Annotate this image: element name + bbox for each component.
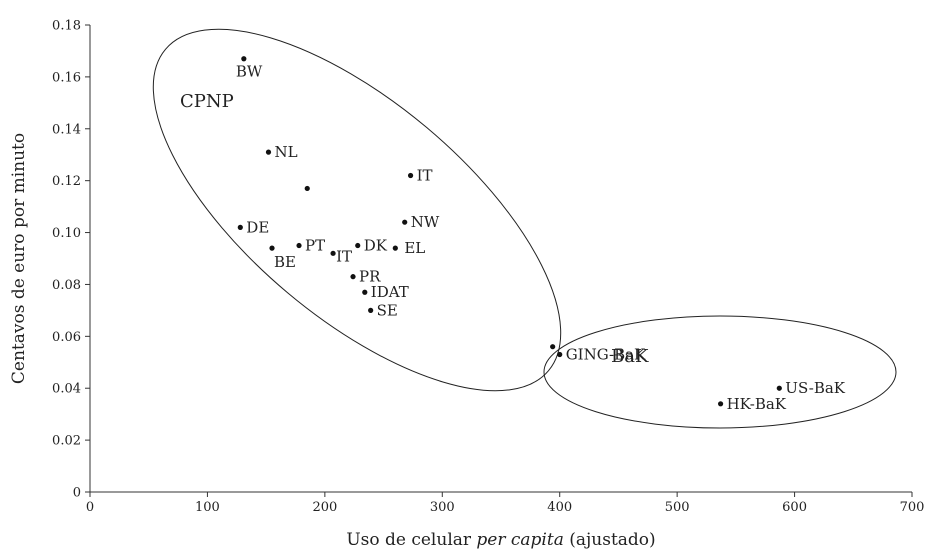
data-point-hk-bak xyxy=(717,401,724,407)
y-tick-label: 0.02 xyxy=(52,434,81,449)
point-label: IT xyxy=(336,247,352,265)
point-label: US-BaK xyxy=(785,379,846,397)
data-point-it xyxy=(407,172,414,179)
data-point xyxy=(550,344,556,350)
point-label: NL xyxy=(274,143,297,161)
x-axis: 0 100 200 300 400 500 600 700 xyxy=(86,491,925,515)
x-tick-label: 400 xyxy=(547,500,572,515)
data-point xyxy=(304,185,310,192)
x-tick-label: 0 xyxy=(86,500,94,515)
y-tick-label: 0.18 xyxy=(52,19,81,34)
x-axis-title-main: Uso de celular xyxy=(346,530,476,550)
point-label: EL xyxy=(404,239,425,257)
x-axis-title: Uso de celular per capita (ajustado) xyxy=(346,530,655,550)
y-axis: 0 0.02 0.04 0.06 0.08 0.10 0.12 0.14 0.16 0.18 xyxy=(52,19,91,501)
point-label: BW xyxy=(236,63,263,81)
data-point-dk xyxy=(355,242,361,249)
point-label: PR xyxy=(359,268,381,286)
data-point-us-bak xyxy=(776,385,782,391)
y-tick-label: 0.16 xyxy=(52,70,81,85)
point-label: DE xyxy=(246,218,269,236)
group-labels: CPNP BaK xyxy=(180,91,649,367)
x-axis-title-tail: (ajustado) xyxy=(564,530,656,550)
group-label-bak: BaK xyxy=(611,346,649,367)
point-label: HK-BaK xyxy=(727,395,787,413)
group-ellipses xyxy=(152,28,897,429)
y-tick-label: 0.14 xyxy=(52,122,81,137)
x-tick-label: 500 xyxy=(665,500,690,515)
data-point-el xyxy=(392,245,398,251)
y-axis-title: Centavos de euro por minuto xyxy=(9,133,29,384)
y-tick-label: 0.12 xyxy=(52,174,81,189)
point-label: IDAT xyxy=(371,283,409,301)
data-point-nw xyxy=(402,219,408,225)
x-tick-label: 100 xyxy=(195,500,220,515)
data-point-de xyxy=(237,224,243,230)
data-point-be xyxy=(269,245,275,251)
y-tick-label: 0 xyxy=(73,486,81,501)
point-label: NW xyxy=(411,213,440,231)
data-point-pt xyxy=(296,242,302,249)
y-tick-label: 0.06 xyxy=(52,330,81,345)
y-tick-label: 0.10 xyxy=(52,226,81,241)
data-point-it xyxy=(330,250,336,256)
point-label: SE xyxy=(377,301,398,319)
point-label: DK xyxy=(364,237,388,255)
x-tick-label: 300 xyxy=(430,500,455,515)
point-label: IT xyxy=(417,166,433,184)
cpnp-ellipse xyxy=(152,28,562,392)
y-tick-label: 0.04 xyxy=(52,382,81,397)
data-point-ging-bak xyxy=(557,351,563,358)
x-tick-label: 700 xyxy=(900,500,925,515)
group-label-cpnp: CPNP xyxy=(180,91,234,112)
data-point-se xyxy=(368,307,374,313)
data-point-idat xyxy=(362,289,368,295)
point-label: BE xyxy=(274,253,296,271)
data-point-pr xyxy=(350,274,356,280)
point-label: GING-BaK xyxy=(566,345,646,363)
bak-ellipse xyxy=(543,315,897,429)
data-point-nl xyxy=(265,149,272,155)
point-label: PT xyxy=(305,237,325,255)
x-tick-label: 600 xyxy=(782,500,807,515)
x-tick-label: 200 xyxy=(312,500,337,515)
data-point-bw xyxy=(241,56,247,62)
y-tick-label: 0.08 xyxy=(52,278,81,293)
x-axis-title-italic: per capita xyxy=(476,530,563,550)
